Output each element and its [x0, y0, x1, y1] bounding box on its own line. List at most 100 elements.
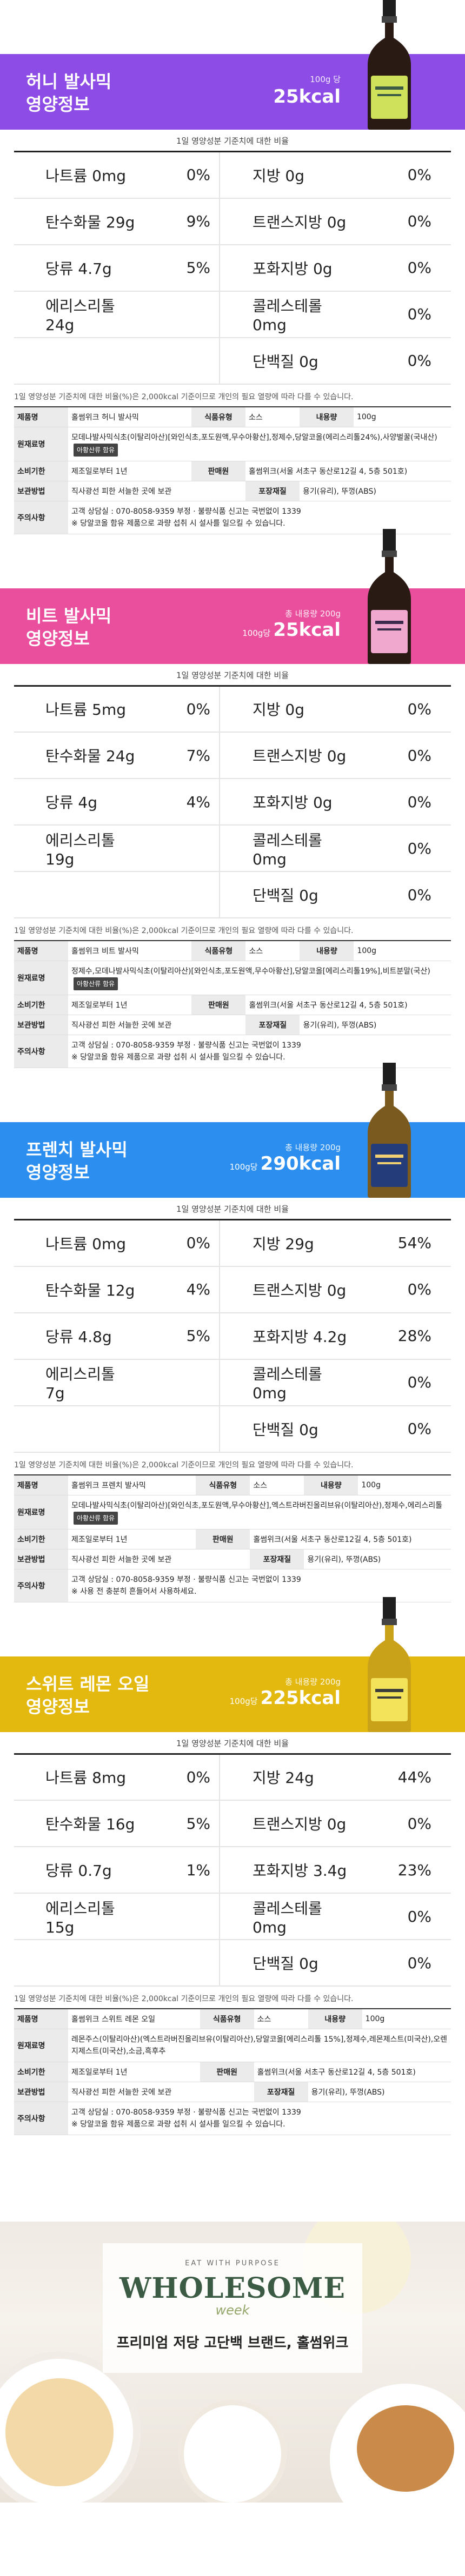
info-header: 내용량	[304, 1474, 358, 1495]
table-row: 탄수화물 24g 7% 트랜스지방 0g 0%	[14, 732, 451, 779]
nutrition-basis: 1일 영양성분 기준치에 대한 비율	[176, 136, 289, 146]
table-row: 소비기한 제조일로부터 1년 판매원 홀썸위크(서울 서초구 동산로12길 4,…	[14, 461, 451, 481]
calorie-box: 총 내용량 200g 100g당 25kcal	[242, 608, 341, 641]
info-header: 소비기한	[14, 995, 68, 1015]
section-label: 영양정보	[26, 1162, 90, 1183]
ingredients: 모데나발사믹식초(이탈리아산)[와인식초,포도원액,무수아황산],엑스트라버진올…	[71, 1501, 443, 1510]
nutrient-name: 포화지방 4.2g	[220, 1312, 360, 1360]
info-header: 제품명	[14, 406, 68, 427]
info-value: 직사광선 피한 서늘한 곳에 보관	[68, 481, 245, 501]
nutrition-note: 1일 영양성분 기준치에 대한 비율(%)은 2,000kcal 기준이므로 개…	[14, 927, 354, 935]
nutrient-name: 지방 0g	[220, 686, 360, 733]
table-row: 원재료명 레몬주스(이탈리아산)(엑스트라버진올리브유(이탈리아산),당알코올[…	[14, 2029, 451, 2062]
product-info-table: 제품명 홀썸위크 허니 발사믹 식품유형 소스 내용량 100g 원재료명 모데…	[14, 406, 451, 534]
info-header: 소비기한	[14, 2062, 68, 2082]
caution-text: ※ 당알코올 함유 제품으로 과량 섭취 시 설사를 일으킬 수 있습니다.	[71, 519, 285, 528]
info-header: 원재료명	[14, 427, 68, 461]
info-value: 직사광선 피한 서늘한 곳에 보관	[68, 2082, 254, 2102]
nutrient-percent	[138, 291, 220, 338]
table-row: 에리스리톨 24g 콜레스테롤 0mg 0%	[14, 291, 451, 338]
calories: 25kcal	[273, 86, 341, 108]
plate-image	[5, 2378, 114, 2486]
nutrient-percent: 23%	[360, 1847, 451, 1894]
nutrient-name: 에리스리톨 7g	[14, 1359, 138, 1406]
nutrient-name: 탄수화물 16g	[14, 1800, 138, 1847]
nutrient-percent: 0%	[360, 871, 451, 918]
caution-text: ※ 당알코올 함유 제품으로 과량 섭취 시 설사를 일으킬 수 있습니다.	[71, 2120, 285, 2129]
table-row: 당류 4.7g 5% 포화지방 0g 0%	[14, 244, 451, 292]
product-banner: 프렌치 발사믹 영양정보 총 내용량 200g 100g당 290kcal	[0, 1063, 465, 1198]
info-value: 제조일로부터 1년	[68, 1529, 196, 1549]
table-row: 원재료명 모데나발사믹식초(이탈리아산)[와인식초,포도원액,무수아황산],엑스…	[14, 1495, 451, 1530]
nutrient-percent: 4%	[138, 1266, 220, 1313]
nutrition-table: 나트륨 0mg 0% 지방 29g 54% 탄수화물 12g 4% 트랜스지방 …	[14, 1219, 451, 1453]
table-row: 단백질 0g 0%	[14, 1405, 451, 1453]
info-value: 직사광선 피한 서늘한 곳에 보관	[68, 1549, 250, 1569]
nutrient-name	[14, 337, 138, 385]
nutrient-name: 당류 0.7g	[14, 1847, 138, 1894]
info-header: 내용량	[299, 406, 354, 427]
table-row: 원재료명 모데나발사믹식초(이탈리아산)[와인식초,포도원액,무수아황산],정제…	[14, 427, 451, 461]
info-header: 판매원	[196, 1529, 250, 1549]
bottle-image	[368, 0, 411, 130]
nutrient-name: 트랜스지방 0g	[220, 198, 360, 245]
ingredients-cell: 레몬주스(이탈리아산)(엑스트라버진올리브유(이탈리아산),당알코올[에리스리톨…	[68, 2029, 451, 2062]
table-row: 소비기한 제조일로부터 1년 판매원 홀썸위크(서울 서초구 동산로12길 4,…	[14, 995, 451, 1015]
nutrient-name: 탄수화물 24g	[14, 732, 138, 779]
nutrient-name: 나트륨 0mg	[14, 1219, 138, 1267]
info-header: 판매원	[191, 995, 246, 1015]
nutrient-name: 지방 0g	[220, 151, 360, 199]
nutrient-percent: 0%	[360, 1405, 451, 1453]
caution-cell: 고객 상담실 : 070-8058-9359 부정 · 불량식품 신고는 국번없…	[68, 1035, 451, 1068]
info-value: 소스	[245, 940, 300, 961]
allergen-badge: 아황산류 함유	[74, 1511, 118, 1525]
info-header: 보관방법	[14, 2082, 68, 2102]
brand-tagline: EAT WITH PURPOSE	[185, 2259, 280, 2268]
product-section-honey: 허니 발사믹 영양정보 100g 당 25kcal 1일 영양성분 기준치에 대…	[0, 0, 465, 534]
nutrient-name: 당류 4.7g	[14, 244, 138, 292]
info-header: 원재료명	[14, 2029, 68, 2062]
info-value: 100g	[354, 940, 451, 961]
nutrient-name: 트랜스지방 0g	[220, 732, 360, 779]
product-banner: 스위트 레몬 오일 영양정보 총 내용량 200g 100g당 225kcal	[0, 1596, 465, 1732]
nutrient-name: 단백질 0g	[220, 1405, 360, 1453]
bottle-image	[368, 528, 411, 664]
info-value: 홀썸위크(서울 서초구 동산로12길 4, 5층 501호)	[250, 1529, 451, 1549]
product-info-table: 제품명 홀썸위크 비트 발사믹 식품유형 소스 내용량 100g 원재료명 정제…	[14, 940, 451, 1068]
info-value: 용기(유리), 뚜껑(ABS)	[299, 481, 451, 501]
nutrition-note: 1일 영양성분 기준치에 대한 비율(%)은 2,000kcal 기준이므로 개…	[14, 1460, 354, 1470]
nutrient-name: 콜레스테롤 0mg	[220, 291, 360, 338]
nutrient-name: 에리스리톨 24g	[14, 291, 138, 338]
nutrient-percent	[138, 337, 220, 385]
nutrient-percent: 5%	[138, 1312, 220, 1360]
info-header: 제품명	[14, 1474, 68, 1495]
info-value: 제조일로부터 1년	[68, 995, 192, 1015]
table-row: 주의사항 고객 상담실 : 070-8058-9359 부정 · 불량식품 신고…	[14, 501, 451, 534]
table-row: 당류 4g 4% 포화지방 0g 0%	[14, 779, 451, 826]
nutrient-percent: 0%	[360, 732, 451, 779]
allergen-badge: 아황산류 함유	[74, 977, 118, 990]
nutrient-percent: 0%	[360, 1800, 451, 1847]
info-header: 원재료명	[14, 1495, 68, 1530]
serving-unit: 100g당	[229, 1162, 258, 1172]
info-value: 소스	[245, 406, 300, 427]
info-value: 용기(유리), 뚜껑(ABS)	[308, 2082, 451, 2102]
bowl-image	[178, 2400, 287, 2503]
ingredients: 정제수,모데나발사믹식초(이탈리아산)[와인식초,포도원액,무수아황산],당알코…	[71, 967, 430, 976]
table-row: 단백질 0g 0%	[14, 871, 451, 918]
serving-unit: 100g당	[229, 1696, 258, 1706]
serving-size: 총 내용량 200g	[285, 608, 341, 619]
table-row: 주의사항 고객 상담실 : 070-8058-9359 부정 · 불량식품 신고…	[14, 2102, 451, 2135]
nutrient-name: 당류 4.8g	[14, 1312, 138, 1360]
table-row: 당류 0.7g 1% 포화지방 3.4g 23%	[14, 1847, 451, 1894]
product-name: 프렌치 발사믹	[26, 1139, 128, 1160]
table-row: 에리스리톨 7g 콜레스테롤 0mg 0%	[14, 1359, 451, 1406]
info-header: 보관방법	[14, 1015, 68, 1035]
nutrient-name	[14, 1405, 138, 1453]
table-row: 단백질 0g 0%	[14, 1940, 451, 1987]
product-section-french: 프렌치 발사믹 영양정보 총 내용량 200g 100g당 290kcal 1일…	[0, 1063, 465, 1602]
nutrient-name: 트랜스지방 0g	[220, 1266, 360, 1313]
nutrient-percent	[138, 1940, 220, 1987]
info-header: 포장재질	[250, 1549, 304, 1569]
calorie-box: 총 내용량 200g 100g당 225kcal	[230, 1676, 341, 1709]
